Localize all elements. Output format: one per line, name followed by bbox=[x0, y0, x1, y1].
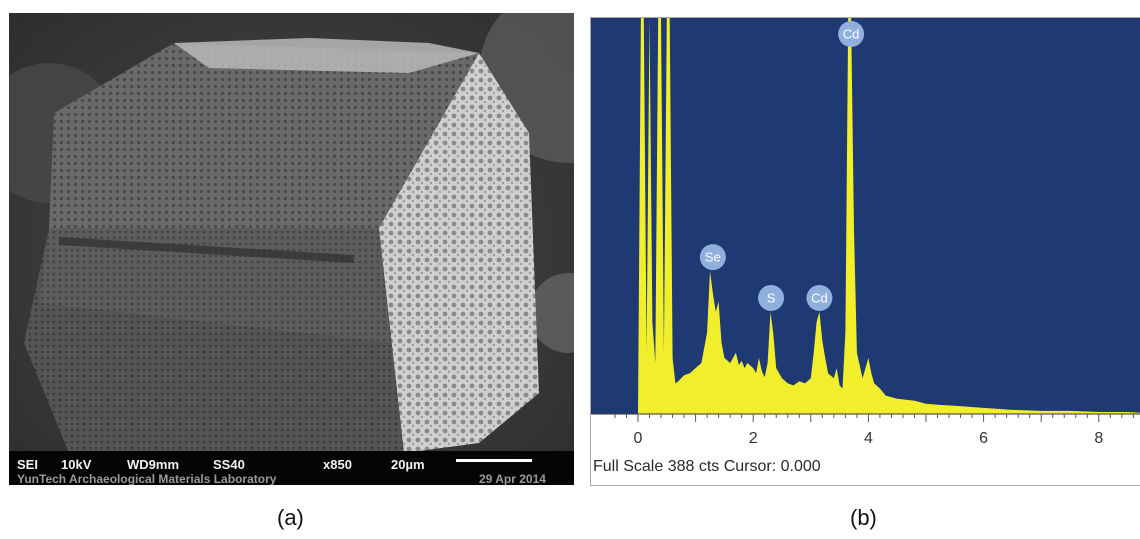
sem-spot-size: SS40 bbox=[213, 457, 245, 472]
x-tick-label: 0 bbox=[634, 430, 643, 447]
peak-label-bubble bbox=[758, 284, 785, 311]
crystal-front-face bbox=[24, 228, 404, 453]
sem-scale-value: 20µm bbox=[391, 457, 425, 472]
crystal-top-face bbox=[49, 43, 479, 228]
sem-image bbox=[9, 13, 574, 485]
crystal-side-face bbox=[379, 53, 539, 453]
peak-label-se: Se bbox=[699, 244, 726, 271]
eds-status-text: Full Scale 388 cts Cursor: 0.000 bbox=[593, 458, 821, 475]
peak-label-text: S bbox=[767, 290, 776, 305]
x-tick-label: 6 bbox=[979, 430, 988, 447]
caption-b: (b) bbox=[850, 505, 877, 530]
eds-spectrum-panel: 0 2 4 6 8 Se S Cd Cd Full Scale 388 cts Cursor:… bbox=[590, 17, 1140, 486]
peak-label-cd: Cd bbox=[806, 284, 833, 311]
peak-label-bubble bbox=[699, 244, 726, 271]
peak-label-text: Se bbox=[705, 250, 721, 265]
eds-spectrum-chart: 0 2 4 6 8 Se S Cd Cd bbox=[591, 18, 1140, 447]
sem-detector: SEI bbox=[17, 457, 38, 472]
sem-voltage: 10kV bbox=[61, 457, 92, 472]
x-tick-label: 8 bbox=[1094, 430, 1103, 447]
sem-magnification: x850 bbox=[323, 457, 352, 472]
sem-micrograph: SEI 10kV WD9mm SS40 x850 20µm YunTech Ar… bbox=[9, 13, 574, 485]
sem-lab-name: YunTech Archaeological Materials Laborat… bbox=[17, 472, 277, 485]
peak-label-bubble bbox=[838, 21, 865, 47]
sem-info-bar: SEI 10kV WD9mm SS40 x850 20µm YunTech Ar… bbox=[9, 451, 574, 485]
peak-label-text: Cd bbox=[843, 27, 860, 42]
peak-label-s: S bbox=[758, 284, 785, 311]
peak-label-text: Cd bbox=[811, 290, 828, 305]
sem-date: 29 Apr 2014 bbox=[479, 472, 546, 485]
peak-label-bubble bbox=[806, 284, 833, 311]
x-tick-label: 2 bbox=[749, 430, 758, 447]
sem-working-distance: WD9mm bbox=[127, 457, 180, 472]
caption-a: (a) bbox=[277, 505, 304, 530]
x-tick-label: 4 bbox=[864, 430, 873, 447]
peak-label-cd: Cd bbox=[838, 21, 865, 47]
plot-background bbox=[591, 18, 1140, 414]
scale-bar bbox=[456, 459, 532, 462]
